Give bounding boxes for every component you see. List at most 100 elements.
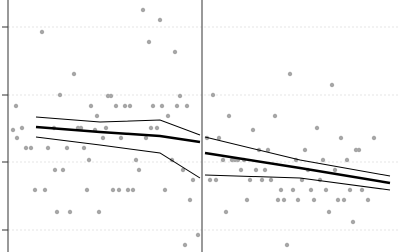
point: [133, 157, 139, 163]
point: [213, 177, 219, 183]
point: [287, 71, 293, 77]
point: [295, 197, 301, 203]
point: [64, 145, 70, 151]
point: [100, 135, 106, 141]
point: [359, 187, 365, 193]
point: [265, 147, 271, 153]
point: [187, 197, 193, 203]
point: [344, 157, 350, 163]
point: [262, 167, 268, 173]
point: [290, 187, 296, 193]
point: [247, 177, 253, 183]
point: [180, 167, 186, 173]
point: [341, 197, 347, 203]
point: [272, 113, 278, 119]
point: [259, 177, 265, 183]
point: [116, 187, 122, 193]
point: [284, 242, 290, 248]
point: [207, 177, 213, 183]
fit-line: [35, 125, 201, 144]
point: [39, 29, 45, 35]
point: [210, 92, 216, 98]
point: [184, 103, 190, 109]
point: [60, 167, 66, 173]
point: [157, 17, 163, 23]
point: [165, 113, 171, 119]
point: [127, 103, 133, 109]
point: [159, 103, 165, 109]
point: [94, 113, 100, 119]
point: [244, 197, 250, 203]
point: [86, 157, 92, 163]
point: [143, 135, 149, 141]
point: [172, 49, 178, 55]
point: [338, 135, 344, 141]
point: [329, 82, 335, 88]
point: [190, 177, 196, 183]
point: [84, 187, 90, 193]
ci-lower: [35, 136, 201, 179]
point: [140, 7, 146, 13]
point: [78, 125, 84, 131]
point: [23, 145, 29, 151]
point: [13, 103, 19, 109]
fit-line: [204, 151, 391, 185]
point: [347, 187, 353, 193]
point: [278, 187, 284, 193]
point: [220, 157, 226, 163]
point: [19, 125, 25, 131]
point: [323, 187, 329, 193]
point: [350, 219, 356, 225]
point: [238, 167, 244, 173]
point: [371, 135, 377, 141]
point: [88, 103, 94, 109]
point: [146, 39, 152, 45]
point: [182, 242, 188, 248]
point: [14, 135, 20, 141]
point: [113, 103, 119, 109]
point: [320, 157, 326, 163]
point: [314, 125, 320, 131]
point: [110, 187, 116, 193]
point: [216, 135, 222, 141]
point: [302, 147, 308, 153]
point: [177, 93, 183, 99]
point: [52, 167, 58, 173]
point: [332, 167, 338, 173]
point: [10, 127, 16, 133]
point: [57, 92, 63, 98]
point: [326, 209, 332, 215]
point: [268, 177, 274, 183]
point: [174, 103, 180, 109]
point: [223, 209, 229, 215]
point: [154, 125, 160, 131]
point: [28, 145, 34, 151]
point: [108, 93, 114, 99]
point: [250, 127, 256, 133]
point: [96, 209, 102, 215]
ci-upper: [204, 136, 391, 177]
point: [253, 167, 259, 173]
point: [125, 187, 131, 193]
ci-upper: [35, 116, 201, 136]
point: [42, 187, 48, 193]
point: [335, 197, 341, 203]
point: [32, 187, 38, 193]
point: [81, 145, 87, 151]
point: [103, 125, 109, 131]
point: [130, 187, 136, 193]
point: [226, 113, 232, 119]
point: [71, 71, 77, 77]
point: [122, 103, 128, 109]
point: [281, 197, 287, 203]
point: [365, 197, 371, 203]
point: [308, 187, 314, 193]
point: [275, 197, 281, 203]
ci-lower: [204, 174, 391, 191]
point: [311, 197, 317, 203]
point: [45, 145, 51, 151]
point: [195, 232, 201, 238]
point: [150, 103, 156, 109]
